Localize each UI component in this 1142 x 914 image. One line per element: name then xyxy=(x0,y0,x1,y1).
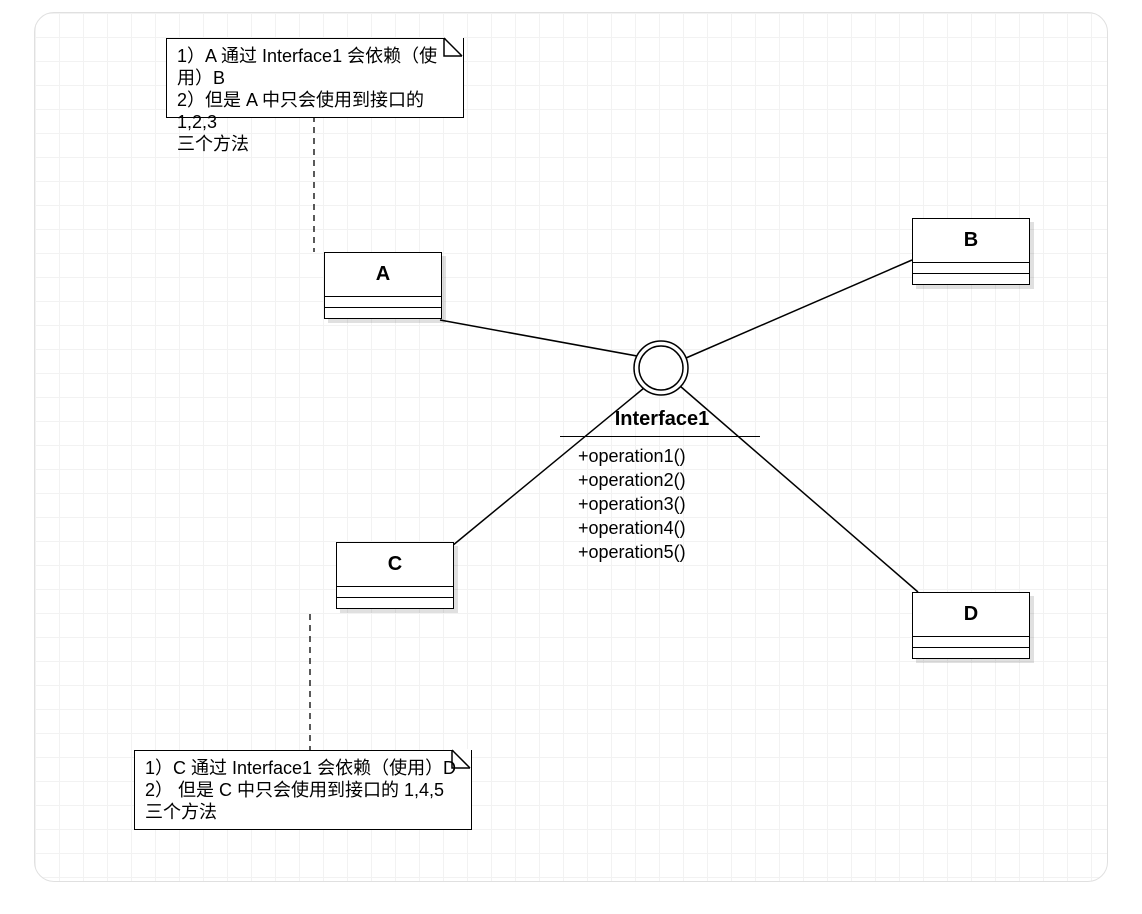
class-a-ops xyxy=(325,308,441,318)
class-a-attrs xyxy=(325,297,441,308)
class-d[interactable]: D xyxy=(912,592,1030,659)
interface-operation: +operation2() xyxy=(578,468,686,492)
class-b-attrs xyxy=(913,263,1029,274)
interface-operation: +operation5() xyxy=(578,540,686,564)
class-b-ops xyxy=(913,274,1029,284)
interface-operation: +operation4() xyxy=(578,516,686,540)
class-c-attrs xyxy=(337,587,453,598)
interface-operations: +operation1()+operation2()+operation3()+… xyxy=(578,444,686,564)
note-c-text: 1）C 通过 Interface1 会依赖（使用）D2） 但是 C 中只会使用到… xyxy=(135,751,471,829)
class-b-title: B xyxy=(913,219,1029,263)
class-a-title: A xyxy=(325,253,441,297)
class-b[interactable]: B xyxy=(912,218,1030,285)
class-d-title: D xyxy=(913,593,1029,637)
class-c-title: C xyxy=(337,543,453,587)
interface-operation: +operation1() xyxy=(578,444,686,468)
interface-divider xyxy=(560,436,760,437)
class-c[interactable]: C xyxy=(336,542,454,609)
class-d-attrs xyxy=(913,637,1029,648)
class-c-ops xyxy=(337,598,453,608)
class-d-ops xyxy=(913,648,1029,658)
interface-operation: +operation3() xyxy=(578,492,686,516)
note-c[interactable]: 1）C 通过 Interface1 会依赖（使用）D2） 但是 C 中只会使用到… xyxy=(134,750,472,830)
class-a[interactable]: A xyxy=(324,252,442,319)
note-a[interactable]: 1）A 通过 Interface1 会依赖（使用）B2）但是 A 中只会使用到接… xyxy=(166,38,464,118)
note-a-text: 1）A 通过 Interface1 会依赖（使用）B2）但是 A 中只会使用到接… xyxy=(167,39,463,161)
interface-name: Interface1 xyxy=(564,408,760,431)
diagram-canvas: A B C D Interface1 +operation1()+operati… xyxy=(0,0,1142,914)
